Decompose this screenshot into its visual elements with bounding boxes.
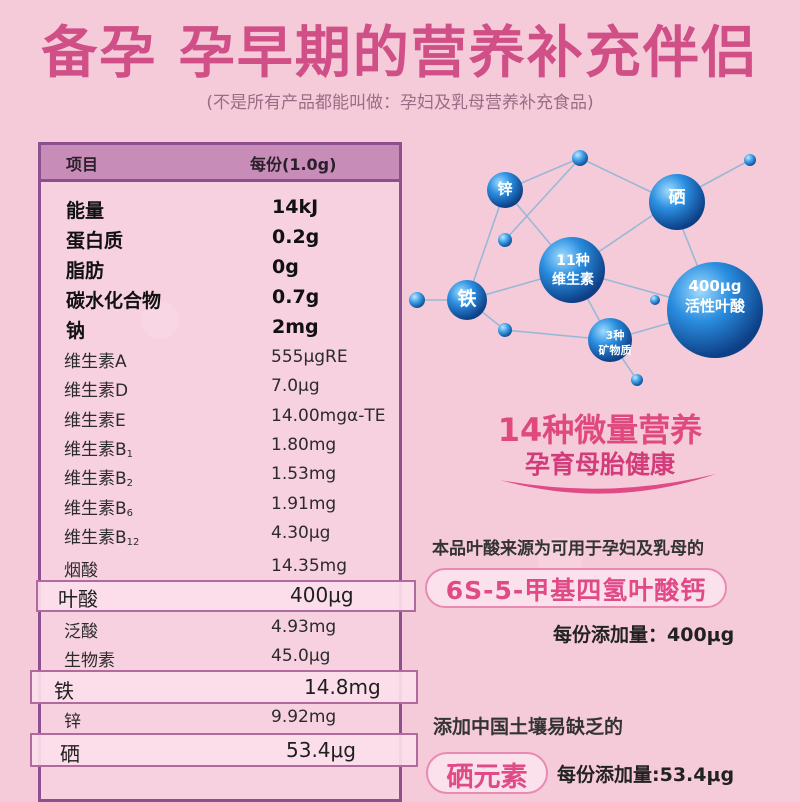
selenium-intro-text: 添加中国土壤易缺乏的	[433, 716, 624, 738]
row-value-vitamin-b12: 4.30μg	[271, 523, 331, 543]
selenium-node-label: 硒	[668, 188, 686, 208]
row-value-vitamin-e: 14.00mgα-TE	[271, 406, 386, 426]
row-value-folic-acid: 400μg	[290, 583, 354, 607]
micro-nutrient-subtitle: 孕育母胎健康	[524, 450, 675, 479]
vitamins-node-label-line2: 维生素	[552, 272, 594, 288]
table-header	[38, 142, 402, 182]
page-subtitle: (不是所有产品都能叫做：孕妇及乳母营养补充食品)	[206, 93, 594, 113]
iron-node-label: 铁	[457, 288, 477, 310]
row-name-vitamin-a: 维生素A	[64, 352, 127, 372]
vitamins-node-label-line1: 11种	[556, 253, 590, 269]
folic-node-label-line2: 活性叶酸	[684, 297, 745, 315]
folic-source-text: 本品叶酸来源为可用于孕妇及乳母的	[432, 539, 704, 559]
folic-amount: 每份添加量：400μg	[553, 624, 735, 646]
row-value-biotin: 45.0μg	[271, 646, 331, 666]
row-name-vitamin-b2-text: 维生素B	[64, 469, 127, 489]
row-name-vitamin-b1-sub: 1	[126, 449, 134, 460]
row-name-energy: 能量	[66, 200, 105, 222]
row-name-vitamin-b6-sub: 6	[126, 508, 134, 519]
column-header-per-serving: 每份(1.0g)	[250, 155, 337, 174]
row-name-vitamin-b1-text: 维生素B	[64, 440, 127, 460]
column-header-item: 项目	[66, 155, 99, 174]
selenium-amount: 每份添加量:53.4μg	[557, 764, 735, 786]
minerals-node-label-line1: 3种	[605, 329, 625, 342]
row-name-biotin: 生物素	[64, 651, 115, 671]
folic-node-label-line1: 400μg	[688, 277, 742, 295]
row-name-folic-acid: 叶酸	[58, 587, 98, 611]
folic-name: 6S-5-甲基四氢叶酸钙	[445, 576, 707, 605]
row-name-vitamin-b1: 维生素B1	[64, 435, 133, 460]
row-value-fat: 0g	[272, 256, 299, 278]
minerals-node	[588, 318, 632, 362]
row-value-vitamin-d: 7.0μg	[271, 376, 320, 396]
row-value-protein: 0.2g	[272, 226, 320, 248]
row-value-iron: 14.8mg	[304, 675, 381, 699]
row-name-carbohydrate: 碳水化合物	[66, 290, 162, 312]
row-value-zinc: 9.92mg	[271, 707, 337, 727]
highlight-box-selenium	[30, 733, 418, 767]
page-title: 备孕 孕早期的营养补充伴侣	[41, 21, 759, 86]
row-value-pantothenic-acid: 4.93mg	[271, 617, 337, 637]
row-name-pantothenic-acid: 泛酸	[64, 622, 98, 642]
row-name-sodium: 钠	[66, 320, 86, 342]
selenium-node	[649, 174, 705, 230]
selenium-name-badge	[426, 752, 548, 794]
row-name-vitamin-d: 维生素D	[64, 381, 129, 401]
row-name-vitamin-b6: 维生素B6	[64, 494, 133, 519]
micro-nutrient-title: 14种微量营养	[497, 411, 703, 449]
row-name-vitamin-b12-text: 维生素B	[64, 528, 127, 548]
row-value-selenium: 53.4μg	[286, 738, 356, 762]
row-name-zinc: 锌	[64, 712, 81, 732]
row-name-vitamin-b12: 维生素B12	[64, 523, 139, 548]
row-name-vitamin-e: 维生素E	[64, 411, 126, 431]
network-small-dots	[409, 150, 756, 386]
folic-node	[667, 262, 763, 358]
row-value-energy: 14kJ	[272, 196, 319, 218]
swoosh-decoration	[500, 474, 716, 494]
row-name-vitamin-b6-text: 维生素B	[64, 499, 127, 519]
row-name-iron: 铁	[54, 679, 74, 703]
row-name-selenium: 硒	[60, 742, 80, 766]
row-name-fat: 脂肪	[66, 260, 105, 282]
row-name-niacin: 烟酸	[64, 561, 98, 581]
vitamins-node	[539, 237, 605, 303]
row-value-vitamin-b2: 1.53mg	[271, 464, 337, 484]
row-value-vitamin-b1: 1.80mg	[271, 435, 337, 455]
row-name-vitamin-b12-sub: 12	[126, 537, 140, 548]
zinc-node	[487, 172, 523, 208]
row-value-carbohydrate: 0.7g	[272, 286, 320, 308]
iron-node	[447, 280, 487, 320]
row-name-vitamin-b2-sub: 2	[126, 478, 134, 489]
zinc-node-label: 锌	[497, 180, 513, 198]
folic-name-badge	[425, 568, 727, 608]
row-value-vitamin-b6: 1.91mg	[271, 494, 337, 514]
row-value-vitamin-a: 555μgRE	[271, 347, 348, 367]
selenium-name: 硒元素	[446, 762, 528, 793]
minerals-node-label-line2: 矿物质	[598, 344, 632, 357]
highlight-box-folic-acid	[36, 580, 416, 612]
row-value-sodium: 2mg	[272, 316, 319, 338]
row-value-niacin: 14.35mg	[271, 556, 348, 576]
row-name-vitamin-b2: 维生素B2	[64, 464, 133, 489]
highlight-box-iron	[30, 670, 418, 704]
row-name-protein: 蛋白质	[66, 230, 124, 252]
nutrient-network-diagram	[409, 150, 763, 386]
